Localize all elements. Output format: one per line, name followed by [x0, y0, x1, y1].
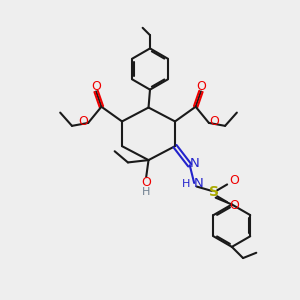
Text: O: O	[78, 115, 88, 128]
Text: O: O	[196, 80, 206, 93]
Text: H: H	[142, 187, 150, 197]
Text: N: N	[194, 177, 203, 190]
Text: O: O	[141, 176, 151, 189]
Text: S: S	[209, 185, 219, 199]
Text: O: O	[209, 115, 219, 128]
Text: O: O	[91, 80, 101, 93]
Text: H: H	[182, 179, 190, 190]
Text: O: O	[229, 174, 239, 187]
Text: O: O	[229, 200, 239, 212]
Text: N: N	[189, 157, 199, 170]
